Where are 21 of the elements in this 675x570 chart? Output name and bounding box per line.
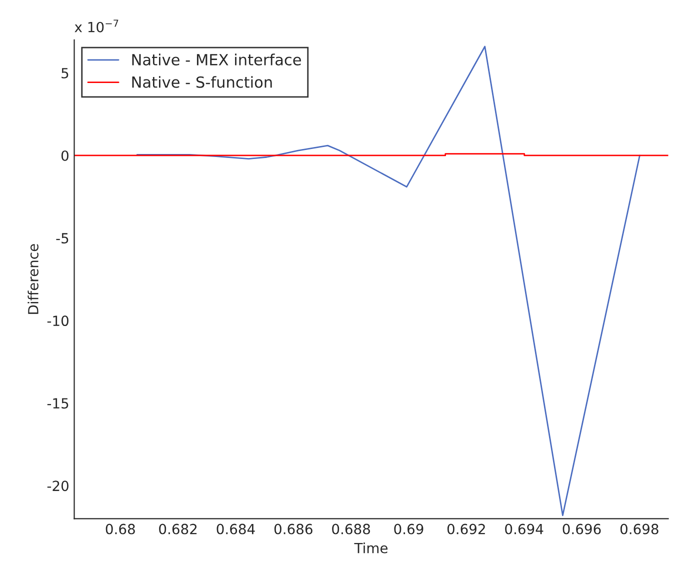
x-tick-label: 0.684 <box>216 524 255 534</box>
y-tick-label: -10 <box>47 316 68 326</box>
x-axis-title: Time <box>354 542 388 554</box>
text: x 10$^{−7}$ <box>74 20 118 32</box>
y-tick-label: -15 <box>47 398 68 409</box>
y-tick-label: -5 <box>56 233 68 244</box>
x-tick-label: 0.698 <box>620 524 658 534</box>
x-tick-label: 0.688 <box>332 524 370 534</box>
x-tick-label: 0.694 <box>505 524 544 534</box>
legend-label: Native - S-function <box>132 76 272 88</box>
x-tick-label: 0.686 <box>274 524 312 534</box>
x-tick-label: 0.692 <box>447 524 485 534</box>
x-tick-label: 0.696 <box>562 524 601 534</box>
y-tick-label: 5 <box>62 68 68 78</box>
x-tick-label: 0.68 <box>106 524 135 534</box>
y-tick-label: 0 <box>61 150 68 161</box>
x-tick-label: 0.69 <box>394 524 424 534</box>
y-axis-title: Difference <box>28 244 38 314</box>
y-tick-label: -20 <box>47 480 68 492</box>
legend-label: Native - MEX interface <box>132 54 301 66</box>
x-tick-label: 0.682 <box>159 524 197 534</box>
